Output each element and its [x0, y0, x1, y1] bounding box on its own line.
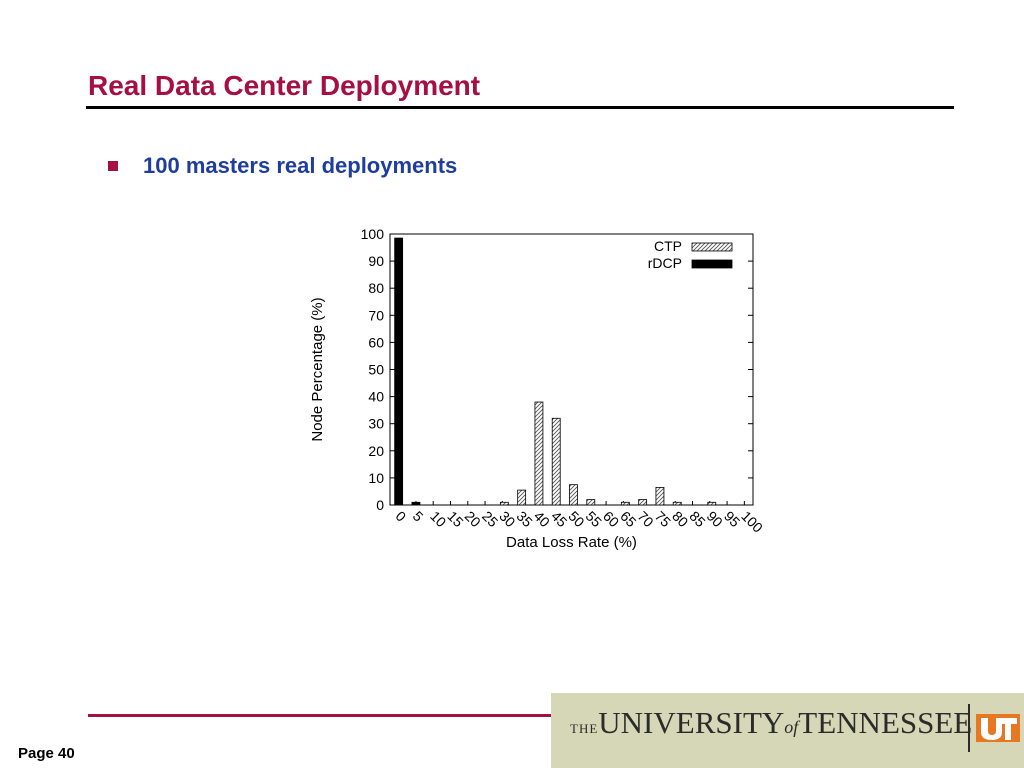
x-tick-label: 5 — [410, 508, 427, 525]
y-tick-label: 0 — [376, 497, 384, 513]
legend-swatch-ctp — [691, 242, 733, 252]
x-tick-label: 0 — [393, 508, 410, 525]
y-tick-label: 20 — [368, 443, 384, 459]
plot-frame — [389, 233, 754, 506]
logo-tennessee: TENNESSEE — [798, 705, 973, 740]
slide-title: Real Data Center Deployment — [88, 70, 481, 101]
logo-of: of — [784, 717, 799, 737]
x-tick-label: 100 — [738, 508, 766, 536]
logo-divider — [968, 704, 970, 752]
y-tick-label: 10 — [368, 470, 384, 486]
y-axis-title: Node Percentage (%) — [309, 297, 326, 441]
logo-university: UNIVERSITY — [598, 705, 785, 740]
legend-label-rdcp: rDCP — [648, 255, 682, 271]
bar-rdcp — [394, 237, 404, 506]
bar-ctp — [534, 401, 544, 506]
bullet-item: 100 masters real deployments — [108, 153, 457, 179]
y-tick-label: 60 — [368, 334, 384, 350]
y-tick-label: 90 — [368, 253, 384, 269]
legend-label-ctp: CTP — [654, 238, 682, 254]
ut-logo-icon — [976, 714, 1020, 742]
bar-ctp — [499, 501, 509, 506]
bar-ctp — [638, 499, 648, 506]
bar-rdcp — [411, 501, 421, 506]
legend-swatch-rdcp — [691, 259, 733, 269]
bar-ctp — [620, 501, 630, 506]
bar-ctp — [551, 417, 561, 506]
bar-ctp — [586, 499, 596, 506]
bar-ctp — [655, 486, 665, 506]
y-tick-label: 30 — [368, 416, 384, 432]
logo-the: THE — [570, 721, 599, 736]
y-tick-label: 80 — [368, 280, 384, 296]
bullet-square-icon — [108, 161, 118, 171]
y-tick-label: 40 — [368, 389, 384, 405]
bar-ctp — [517, 489, 527, 506]
bar-ctp — [707, 501, 717, 506]
bullet-text: 100 masters real deployments — [143, 153, 458, 178]
title-rule — [86, 106, 954, 109]
y-tick-label: 70 — [368, 307, 384, 323]
university-wordmark: THE UNIVERSITY of TENNESSEE — [570, 705, 972, 745]
y-tick-label: 100 — [361, 226, 385, 242]
y-tick-label: 50 — [368, 362, 384, 378]
bar-ctp — [569, 484, 578, 506]
x-axis-title: Data Loss Rate (%) — [506, 534, 637, 550]
page-number: Page 40 — [18, 745, 75, 762]
footer-rule — [88, 714, 558, 717]
university-logo-panel — [551, 693, 1024, 768]
bar-ctp — [672, 501, 682, 506]
